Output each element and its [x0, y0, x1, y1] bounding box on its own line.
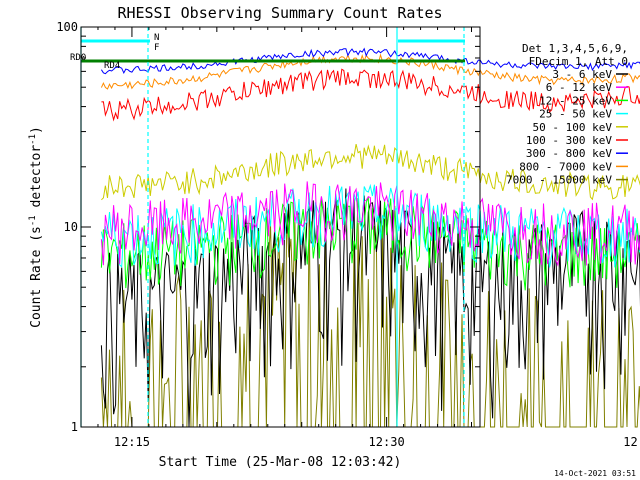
x-tick-label: 12:30: [369, 435, 405, 449]
series-line: [100, 196, 640, 291]
y-axis-label-tail: detector: [29, 145, 44, 216]
series-line: [100, 47, 640, 75]
legend-entry: 800 - 7000 keV: [519, 160, 612, 173]
x-tick-label: 12:15: [114, 435, 150, 449]
legend-entry: 6 - 12 keV: [546, 81, 613, 94]
y-axis-label-main: Count Rate (s: [29, 226, 44, 328]
legend-entry: 25 - 50 keV: [539, 108, 612, 121]
footer-date: 14-Oct-2021 03:51: [554, 469, 636, 478]
legend-entry: 300 - 800 keV: [526, 147, 612, 160]
y-axis-label: Count Rate (s-1 detector-1): [28, 126, 44, 328]
legend: Det 1,3,4,5,6,9, FDecim 1, Att 0 3 - 6 k…: [506, 42, 628, 187]
legend-header-2: FDecim 1, Att 0: [529, 55, 628, 68]
legend-entry: 7000 - 15000 keV: [506, 174, 612, 187]
x-tick-label: 12:45: [623, 435, 640, 449]
y-axis-label-sup: -1: [28, 215, 38, 226]
series-line: [100, 53, 640, 90]
series-line: [101, 68, 640, 122]
y-tick-label: 10: [64, 220, 78, 234]
legend-header-1: Det 1,3,4,5,6,9,: [522, 42, 628, 55]
legend-entry: 100 - 300 keV: [526, 134, 612, 147]
chart-title: RHESSI Observing Summary Count Rates: [117, 4, 442, 22]
legend-entry: 50 - 100 keV: [533, 121, 613, 134]
legend-entry: 12 - 25 keV: [539, 94, 612, 107]
y-tick-label: 100: [56, 20, 78, 34]
series-line: [101, 143, 640, 201]
flag-label: RD0: [70, 53, 86, 63]
y-axis-label-close: ): [29, 126, 44, 134]
flag-label: N: [154, 33, 159, 43]
x-axis-label: Start Time (25-Mar-08 12:03:42): [159, 455, 402, 470]
flag-label: RD4: [104, 61, 120, 71]
flag-label: F: [154, 43, 159, 53]
series-line: [100, 181, 640, 267]
legend-entry: 3 - 6 keV: [552, 68, 612, 81]
y-tick-label: 1: [71, 420, 78, 434]
y-axis-label-sup2: -1: [28, 134, 38, 145]
